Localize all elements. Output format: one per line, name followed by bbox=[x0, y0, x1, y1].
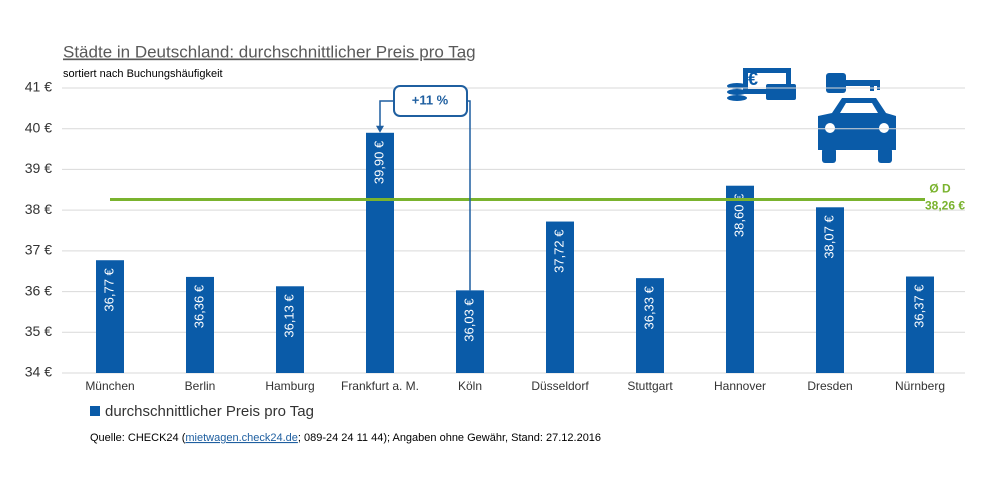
average-label: 38,26 € bbox=[925, 199, 965, 213]
y-tick-label: 37 € bbox=[25, 242, 52, 258]
x-tick-label: Hamburg bbox=[265, 379, 314, 393]
x-tick-label: Düsseldorf bbox=[531, 379, 589, 393]
x-tick-label: Stuttgart bbox=[627, 379, 673, 393]
x-tick-label: Köln bbox=[458, 379, 482, 393]
y-tick-label: 34 € bbox=[25, 364, 52, 380]
average-name: Ø D bbox=[929, 182, 951, 196]
annotation-arrowhead bbox=[376, 125, 384, 133]
x-tick-label: München bbox=[85, 379, 134, 393]
value-label: 37,72 € bbox=[551, 229, 566, 273]
bar bbox=[726, 185, 754, 373]
y-tick-label: 41 € bbox=[25, 79, 52, 95]
chart-subtitle: sortiert nach Buchungshäufigkeit bbox=[63, 68, 223, 80]
value-label: 39,90 € bbox=[371, 140, 386, 184]
icons: € bbox=[727, 68, 896, 163]
svg-text:€: € bbox=[748, 69, 758, 89]
bar bbox=[906, 276, 934, 373]
bar bbox=[186, 276, 214, 373]
legend-swatch bbox=[90, 406, 100, 416]
y-tick-label: 35 € bbox=[25, 323, 52, 339]
y-tick-label: 38 € bbox=[25, 201, 52, 217]
x-tick-label: Hannover bbox=[714, 379, 766, 393]
source-prefix: Quelle: CHECK24 ( bbox=[90, 432, 186, 444]
x-tick-label: Berlin bbox=[185, 379, 216, 393]
value-label: 38,60 € bbox=[731, 193, 746, 237]
value-label: 36,33 € bbox=[641, 285, 656, 329]
bar bbox=[456, 290, 484, 373]
value-label: 36,36 € bbox=[191, 284, 206, 328]
annotation-connector bbox=[379, 100, 394, 127]
annotation-connector bbox=[467, 100, 471, 291]
y-tick-label: 39 € bbox=[25, 160, 52, 176]
bar bbox=[636, 278, 664, 373]
value-label: 36,13 € bbox=[281, 294, 296, 338]
bar bbox=[816, 207, 844, 373]
annotation-box bbox=[393, 85, 468, 117]
x-tick-label: Dresden bbox=[807, 379, 852, 393]
value-label: 38,07 € bbox=[821, 215, 836, 259]
value-label: 36,77 € bbox=[101, 267, 116, 311]
legend-label: durchschnittlicher Preis pro Tag bbox=[105, 403, 314, 420]
bar bbox=[366, 132, 394, 373]
value-label: 36,37 € bbox=[911, 284, 926, 328]
source-link[interactable]: mietwagen.check24.de bbox=[185, 432, 298, 444]
bar bbox=[96, 260, 124, 373]
source: Quelle: CHECK24 (mietwagen.check24.de; 0… bbox=[90, 432, 601, 444]
x-tick-label: Frankfurt a. M. bbox=[341, 379, 419, 393]
y-tick-label: 36 € bbox=[25, 282, 52, 298]
y-tick-label: 40 € bbox=[25, 119, 52, 135]
chart-title: Städte in Deutschland: durchschnittliche… bbox=[63, 42, 476, 61]
annotation-label: +11 % bbox=[412, 92, 449, 107]
source-suffix: ; 089-24 24 11 44); Angaben ohne Gewähr,… bbox=[298, 432, 601, 444]
x-tick-label: Nürnberg bbox=[895, 379, 945, 393]
value-label: 36,03 € bbox=[461, 298, 476, 342]
bar bbox=[276, 286, 304, 373]
bar bbox=[546, 221, 574, 373]
